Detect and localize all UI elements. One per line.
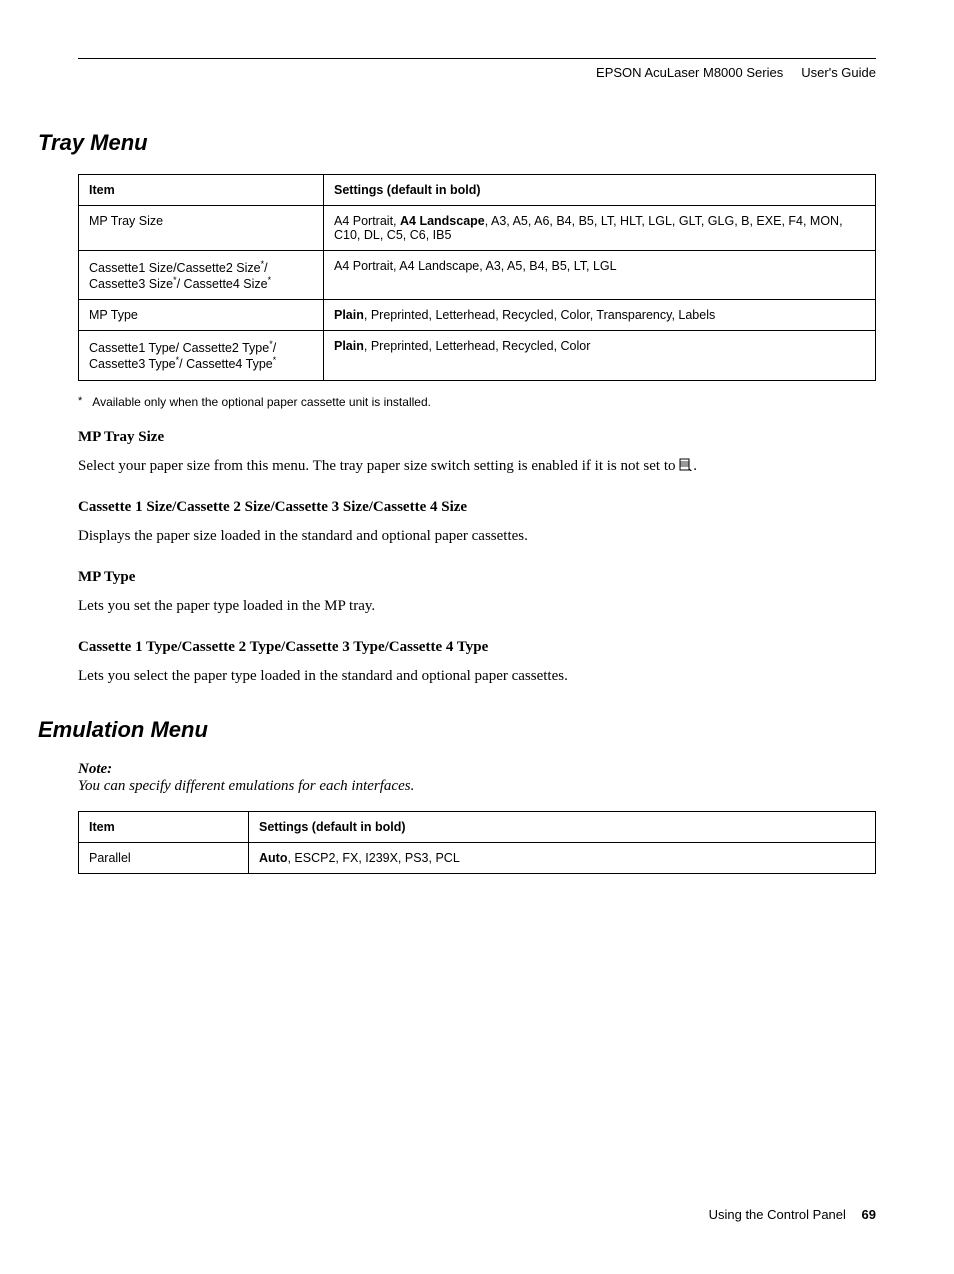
table-header-row: Item Settings (default in bold) (79, 175, 876, 206)
note-label: Note: (78, 761, 876, 778)
cell-item: Parallel (79, 842, 249, 873)
product-name: EPSON AcuLaser M8000 Series (596, 65, 783, 80)
cell-settings: A4 Portrait, A4 Landscape, A3, A5, A6, B… (324, 206, 876, 251)
page-footer: Using the Control Panel 69 (709, 1207, 876, 1222)
table-row: Cassette1 Type/ Cassette2 Type*/ Cassett… (79, 331, 876, 380)
sub-heading: Cassette 1 Type/Cassette 2 Type/Cassette… (78, 639, 876, 656)
col-settings: Settings (default in bold) (324, 175, 876, 206)
table-row: Cassette1 Size/Cassette2 Size*/ Cassette… (79, 251, 876, 300)
col-settings: Settings (default in bold) (249, 811, 876, 842)
cell-item: MP Tray Size (79, 206, 324, 251)
cell-item: Cassette1 Size/Cassette2 Size*/ Cassette… (79, 251, 324, 300)
footnote-mark: * (78, 395, 82, 407)
cell-item: MP Type (79, 300, 324, 331)
header-divider (78, 58, 876, 59)
body-text: Displays the paper size loaded in the st… (78, 526, 876, 547)
page: EPSON AcuLaser M8000 Series User's Guide… (0, 0, 954, 1274)
footnote-text: Available only when the optional paper c… (92, 395, 431, 409)
chapter-name: Using the Control Panel (709, 1207, 846, 1222)
col-item: Item (79, 175, 324, 206)
cell-item: Cassette1 Type/ Cassette2 Type*/ Cassett… (79, 331, 324, 380)
emulation-menu-table: Item Settings (default in bold) Parallel… (78, 811, 876, 874)
tray-menu-table: Item Settings (default in bold) MP Tray … (78, 174, 876, 381)
body-text: Lets you select the paper type loaded in… (78, 666, 876, 687)
cell-settings: A4 Portrait, A4 Landscape, A3, A5, B4, B… (324, 251, 876, 300)
table-row: MP Tray Size A4 Portrait, A4 Landscape, … (79, 206, 876, 251)
table-row: MP Type Plain, Preprinted, Letterhead, R… (79, 300, 876, 331)
page-header: EPSON AcuLaser M8000 Series User's Guide (78, 65, 876, 80)
sub-heading: MP Type (78, 569, 876, 586)
table-header-row: Item Settings (default in bold) (79, 811, 876, 842)
section-heading-emulation: Emulation Menu (38, 717, 876, 743)
sub-heading: MP Tray Size (78, 429, 876, 446)
section-heading-tray: Tray Menu (38, 130, 876, 156)
sub-heading: Cassette 1 Size/Cassette 2 Size/Cassette… (78, 499, 876, 516)
cell-settings: Plain, Preprinted, Letterhead, Recycled,… (324, 331, 876, 380)
cell-settings: Plain, Preprinted, Letterhead, Recycled,… (324, 300, 876, 331)
paper-size-icon (679, 458, 693, 472)
table-row: Parallel Auto, ESCP2, FX, I239X, PS3, PC… (79, 842, 876, 873)
footnote: * Available only when the optional paper… (78, 395, 876, 409)
guide-name: User's Guide (801, 65, 876, 80)
page-number: 69 (862, 1207, 876, 1222)
body-text: Lets you set the paper type loaded in th… (78, 596, 876, 617)
body-text: Select your paper size from this menu. T… (78, 456, 876, 477)
col-item: Item (79, 811, 249, 842)
cell-settings: Auto, ESCP2, FX, I239X, PS3, PCL (249, 842, 876, 873)
note-text: You can specify different emulations for… (78, 778, 876, 795)
